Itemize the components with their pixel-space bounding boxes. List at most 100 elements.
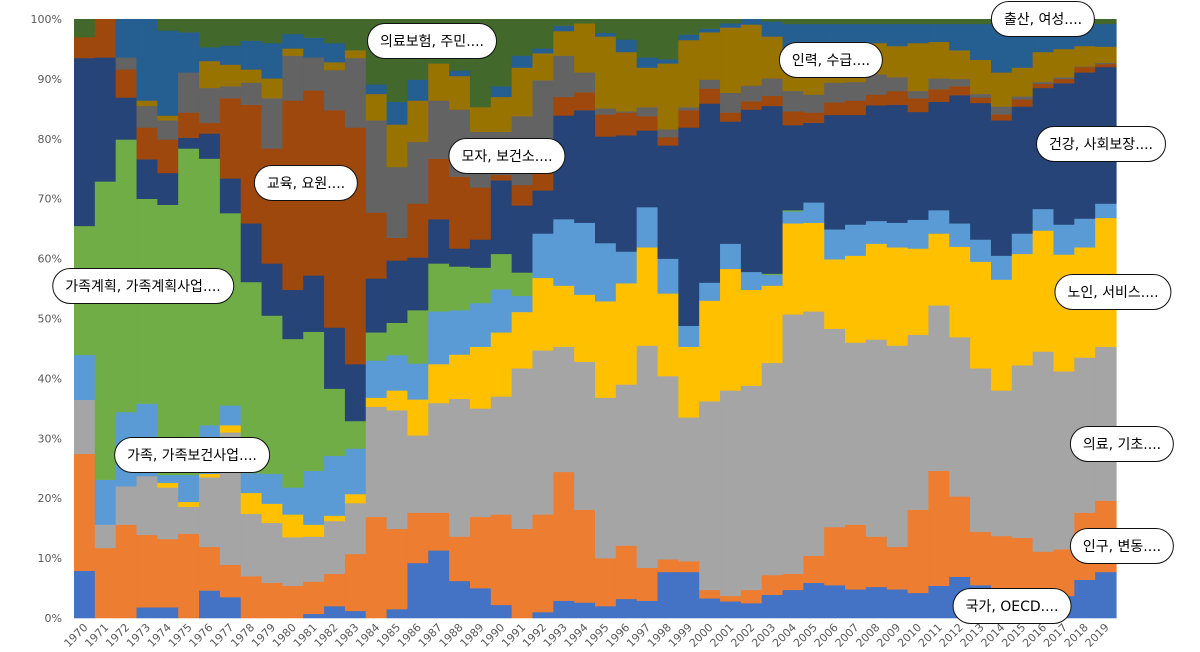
area-segment-s9-1995 [595, 36, 617, 109]
area-segment-s0-1999 [678, 571, 700, 619]
y-axis: 0% 10% 20% 30% 40% 50% 60% 70% 80% 90% 100% [31, 13, 62, 625]
area-segment-s8-1998 [657, 129, 679, 138]
area-segment-s10-2003 [761, 21, 784, 37]
area-segment-s2-2012 [949, 337, 971, 497]
area-segment-s8-1999 [678, 107, 700, 111]
area-segment-s2-1981 [303, 536, 325, 582]
area-segment-s0-1977 [219, 597, 242, 619]
area-segment-s1-2007 [845, 524, 867, 590]
area-segment-s8-2000 [699, 79, 721, 89]
area-segment-s4-2005 [803, 202, 825, 223]
area-segment-s8-1980 [282, 55, 304, 101]
area-segment-s7-2017 [1053, 78, 1075, 84]
area-segment-s8-1972 [115, 57, 138, 70]
area-segment-s11-1970 [74, 19, 96, 38]
area-segment-s9-1973 [136, 100, 158, 107]
area-segment-s4-2001 [720, 243, 742, 270]
area-segment-s11-1992 [532, 19, 554, 49]
area-segment-s6-1976 [199, 133, 221, 159]
y-tick-label: 70% [38, 193, 62, 206]
area-segment-s7-1998 [657, 137, 679, 146]
area-segment-s3-2004 [782, 223, 804, 315]
area-segment-s11-1976 [199, 19, 221, 48]
area-segment-s11-2011 [928, 19, 950, 25]
area-segment-s5-1983 [344, 420, 367, 449]
area-segment-s3-1992 [532, 277, 554, 351]
area-segment-s3-1975 [178, 501, 200, 507]
area-segment-s5-1984 [365, 332, 388, 361]
area-segment-s8-1985 [386, 166, 409, 238]
area-segment-s6-1997 [636, 130, 659, 208]
area-segment-s4-2002 [740, 271, 763, 291]
area-segment-s0-1985 [386, 609, 409, 619]
area-segment-s8-1974 [157, 120, 179, 140]
area-segment-s0-1989 [469, 588, 492, 619]
area-segment-s6-1978 [240, 223, 263, 283]
area-segment-s3-1999 [678, 346, 700, 418]
area-segment-s1-1979 [261, 582, 283, 619]
area-segment-s8-1979 [261, 98, 283, 149]
area-segment-s3-2002 [740, 289, 763, 386]
area-segment-s10-1997 [636, 57, 659, 68]
area-segment-s7-1972 [115, 69, 138, 98]
y-tick-label: 80% [38, 133, 62, 146]
area-segment-s2-1986 [407, 435, 429, 513]
area-segment-s7-2018 [1074, 66, 1096, 73]
area-segment-s4-1978 [240, 473, 263, 494]
area-segment-s2-1995 [595, 397, 617, 559]
area-segment-s10-1984 [365, 84, 388, 95]
area-segment-s9-1979 [261, 78, 283, 99]
area-segment-s7-1993 [553, 96, 575, 116]
area-segment-s3-1984 [365, 397, 388, 407]
area-segment-s2-2014 [990, 390, 1013, 537]
area-segment-s3-2006 [824, 259, 846, 329]
area-segment-s10-1995 [595, 32, 617, 37]
area-segment-s10-1981 [303, 37, 325, 58]
area-segment-s2-1993 [553, 346, 575, 473]
area-segment-s8-1983 [344, 57, 367, 128]
area-segment-s0-2003 [761, 594, 784, 619]
area-segment-s6-2015 [1011, 106, 1034, 234]
series-callout-label: 인력, 수급.... [778, 42, 884, 78]
area-segment-s2-1979 [261, 522, 283, 583]
area-segment-s11-2000 [699, 19, 721, 29]
area-segment-s8-1981 [303, 57, 325, 91]
area-segment-s3-1995 [595, 301, 617, 398]
area-segment-s7-2012 [949, 86, 971, 96]
area-segment-s1-1978 [240, 576, 263, 619]
area-segment-s10-1996 [615, 39, 638, 53]
area-segment-s1-1987 [428, 512, 450, 551]
area-segment-s8-2009 [886, 77, 909, 92]
area-segment-s2-1975 [178, 506, 200, 534]
area-segment-s4-2011 [928, 210, 950, 234]
area-segment-s10-2002 [740, 19, 763, 25]
area-segment-s9-2019 [1095, 46, 1117, 64]
x-tick-label: 2019 [1083, 621, 1112, 650]
area-segment-s9-1982 [324, 62, 346, 71]
y-tick-label: 50% [38, 313, 62, 326]
area-segment-s2-1984 [365, 406, 388, 518]
area-segment-s7-2003 [761, 95, 784, 107]
area-segment-s9-1978 [240, 69, 263, 83]
area-segment-s5-1990 [490, 253, 513, 290]
area-segment-s2-1983 [344, 502, 367, 555]
area-segment-s10-1988 [449, 70, 471, 77]
area-segment-s5-1979 [261, 315, 283, 474]
area-segment-s3-1981 [303, 524, 325, 537]
area-segment-s7-1991 [511, 184, 534, 206]
area-segment-s11-1991 [511, 19, 534, 56]
area-segment-s7-2015 [1011, 99, 1034, 107]
area-segment-s10-1979 [261, 42, 283, 79]
area-segment-s7-1995 [595, 114, 617, 137]
area-segment-s9-1999 [678, 39, 700, 108]
area-segment-s1-1996 [615, 545, 638, 600]
area-segment-s2-1974 [157, 487, 179, 540]
area-segment-s7-1975 [178, 112, 200, 138]
area-segment-s9-2014 [990, 72, 1013, 107]
area-segment-s6-1977 [219, 178, 242, 214]
area-segment-s11-1980 [282, 19, 304, 35]
area-segment-s11-2003 [761, 19, 784, 22]
area-segment-s9-1989 [469, 107, 492, 132]
area-segment-s1-1972 [115, 524, 138, 619]
area-segment-s5-1980 [282, 338, 304, 488]
